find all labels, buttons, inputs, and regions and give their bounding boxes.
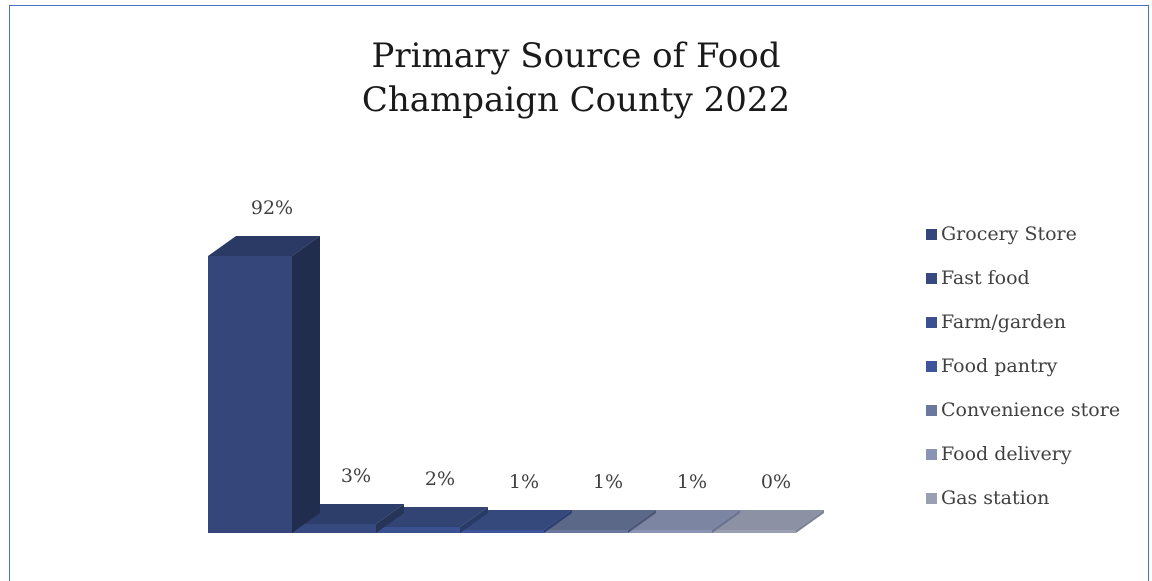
- bar-front-farm-garden: [376, 526, 460, 533]
- bar-front-gas-station: [712, 530, 796, 533]
- legend-label-food-delivery: Food delivery: [941, 443, 1072, 465]
- bar-front-fast-food: [292, 523, 376, 533]
- bar-convenience-store: [544, 509, 656, 533]
- legend-swatch-farm-garden: [926, 316, 937, 328]
- legend-item-food-delivery: Food delivery: [926, 432, 1120, 476]
- legend-item-convenience-store: Convenience store: [926, 388, 1120, 432]
- chart-title: Primary Source of Food Champaign County …: [0, 34, 1152, 122]
- bar-front-food-delivery: [628, 529, 712, 533]
- chart-title-line-2: Champaign County 2022: [361, 80, 791, 120]
- bar-grocery-store: [208, 236, 320, 533]
- bar-food-pantry: [460, 509, 572, 533]
- legend-label-convenience-store: Convenience store: [941, 399, 1121, 421]
- legend-label-food-pantry: Food pantry: [941, 355, 1058, 377]
- legend-item-food-pantry: Food pantry: [926, 344, 1120, 388]
- bar-gas-station: [712, 510, 824, 533]
- data-label-convenience-store: 1%: [593, 471, 623, 493]
- bar-side-convenience-store: [628, 509, 656, 533]
- legend-swatch-grocery-store: [926, 228, 937, 240]
- legend-label-fast-food: Fast food: [941, 267, 1030, 289]
- legend-swatch-gas-station: [926, 492, 937, 504]
- legend-swatch-fast-food: [926, 272, 937, 284]
- bar-top-food-delivery: [628, 509, 740, 530]
- bar-front-food-pantry: [460, 529, 544, 533]
- bar-side-farm-garden: [460, 506, 488, 533]
- bar-top-food-pantry: [460, 509, 572, 530]
- chart-legend: Grocery Store Fast food Farm/garden Food pa…: [926, 212, 1120, 520]
- bar-top-convenience-store: [544, 509, 656, 530]
- legend-item-gas-station: Gas station: [926, 476, 1120, 520]
- bar-food-delivery: [628, 509, 740, 533]
- chart-frame: [9, 5, 1149, 581]
- legend-label-farm-garden: Farm/garden: [941, 311, 1066, 333]
- bar-top-grocery-store: [208, 236, 320, 256]
- data-label-food-delivery: 1%: [677, 471, 707, 493]
- legend-item-grocery-store: Grocery Store: [926, 212, 1120, 256]
- chart-title-line-1: Primary Source of Food: [371, 36, 781, 76]
- bar-side-food-pantry: [544, 509, 572, 533]
- bar-front-convenience-store: [544, 529, 628, 533]
- legend-swatch-food-pantry: [926, 360, 937, 372]
- legend-item-farm-garden: Farm/garden: [926, 300, 1120, 344]
- bar-side-grocery-store: [292, 236, 320, 533]
- legend-label-gas-station: Gas station: [941, 487, 1050, 509]
- data-label-farm-garden: 2%: [425, 468, 455, 490]
- bar-front-grocery-store: [208, 256, 292, 533]
- data-label-grocery-store: 92%: [251, 197, 293, 219]
- data-label-fast-food: 3%: [341, 465, 371, 487]
- legend-item-fast-food: Fast food: [926, 256, 1120, 300]
- data-label-food-pantry: 1%: [509, 471, 539, 493]
- legend-swatch-convenience-store: [926, 404, 937, 416]
- bar-side-food-delivery: [712, 509, 740, 533]
- data-label-gas-station: 0%: [761, 471, 791, 493]
- bar-side-gas-station: [796, 510, 824, 533]
- legend-label-grocery-store: Grocery Store: [941, 223, 1077, 245]
- bar-side-fast-food: [376, 503, 404, 533]
- bar-top-gas-station: [712, 510, 824, 530]
- legend-swatch-food-delivery: [926, 448, 937, 460]
